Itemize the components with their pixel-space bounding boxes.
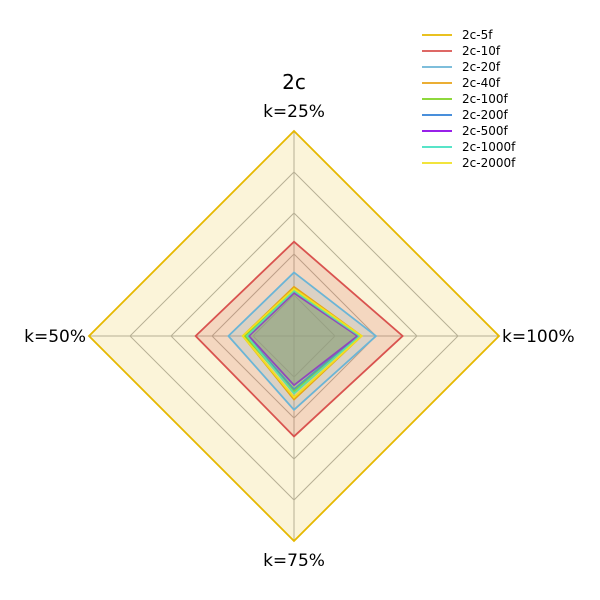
legend-label-2c-100f: 2c-100f bbox=[462, 92, 508, 106]
chart-title: 2c bbox=[282, 70, 306, 94]
legend-label-2c-500f: 2c-500f bbox=[462, 124, 508, 138]
axis-label-bottom: k=75% bbox=[263, 551, 325, 571]
legend-label-2c-5f: 2c-5f bbox=[462, 28, 493, 42]
series-2c-2000f bbox=[241, 287, 364, 399]
legend-label-2c-20f: 2c-20f bbox=[462, 60, 501, 74]
legend-label-2c-2000f: 2c-2000f bbox=[462, 156, 516, 170]
legend-label-2c-200f: 2c-200f bbox=[462, 108, 508, 122]
legend-label-2c-1000f: 2c-1000f bbox=[462, 140, 516, 154]
legend-label-2c-10f: 2c-10f bbox=[462, 44, 501, 58]
legend-label-2c-40f: 2c-40f bbox=[462, 76, 501, 90]
series-2c-5f bbox=[87, 129, 501, 543]
series-2c-500f bbox=[247, 291, 360, 387]
series-2c-1000f bbox=[245, 289, 362, 395]
series-2c-10f bbox=[194, 240, 404, 438]
axis-label-top: k=25% bbox=[263, 102, 325, 122]
axis-label-left: k=50% bbox=[24, 327, 86, 347]
legend: 2c-5f 2c-10f 2c-20f 2c-40f 2c-100f 2c-200f 2c-… bbox=[422, 28, 516, 170]
series-2c-20f bbox=[227, 271, 378, 412]
axis-label-right: k=100% bbox=[502, 327, 575, 347]
radar-series bbox=[87, 129, 501, 543]
